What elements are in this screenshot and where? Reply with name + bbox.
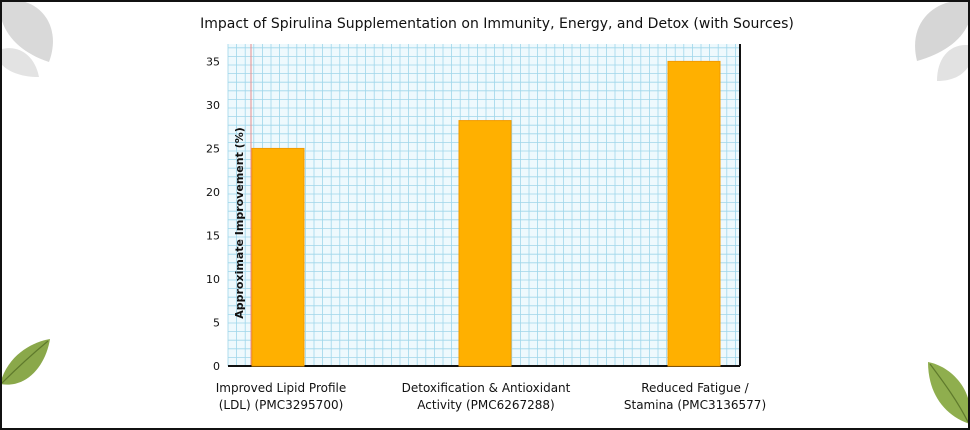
- x-category-label: Reduced Fatigue / Stamina (PMC3136577): [624, 381, 766, 412]
- y-tick-label: 35: [206, 55, 220, 68]
- leaf-decoration-bottom-left: [2, 339, 50, 385]
- y-tick-label: 30: [206, 99, 220, 112]
- y-tick-label: 25: [206, 142, 220, 155]
- leaf-decoration-top-left: [2, 2, 53, 77]
- bar: [458, 120, 512, 367]
- y-tick-label: 20: [206, 186, 220, 199]
- leaf-decoration-bottom-right: [928, 362, 968, 424]
- chart-title: Impact of Spirulina Supplementation on I…: [200, 16, 794, 32]
- bar: [667, 60, 721, 367]
- y-tick-label: 5: [213, 316, 220, 329]
- leaf-decoration-top-right: [915, 2, 968, 81]
- x-category-label: Detoxification & Antioxidant Activity (PM…: [402, 381, 571, 412]
- y-axis-title: Approximate Improvement (%): [233, 127, 246, 319]
- y-tick-label: 15: [206, 229, 220, 242]
- x-category-label: Improved Lipid Profile (LDL) (PMC3295700): [216, 381, 347, 412]
- y-tick-label: 0: [213, 360, 220, 373]
- bar: [251, 147, 305, 367]
- y-tick-label: 10: [206, 273, 220, 286]
